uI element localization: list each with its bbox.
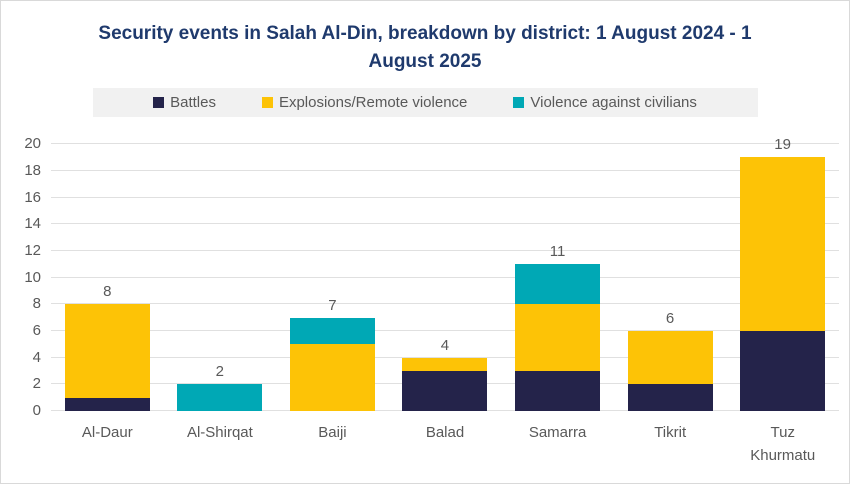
legend-item: Battles bbox=[153, 94, 216, 111]
y-tick-label: 6 bbox=[32, 322, 41, 339]
bar-segment-explosions-remote-violence bbox=[627, 331, 713, 385]
gridline bbox=[51, 169, 839, 171]
bar-segment-explosions-remote-violence bbox=[289, 344, 375, 412]
gridline bbox=[51, 330, 839, 331]
x-tick-label: Al-Daur bbox=[81, 424, 133, 442]
legend-label: Violence against civilians bbox=[530, 94, 697, 112]
bar-total-label: 11 bbox=[549, 243, 566, 261]
legend-swatch-icon bbox=[153, 97, 165, 109]
y-tick-label: 14 bbox=[24, 215, 41, 233]
bar-total-label: 2 bbox=[215, 363, 224, 381]
bar-group: 19 bbox=[726, 136, 839, 412]
bars-container: 8 2 7 4 11 6 19 bbox=[51, 136, 839, 412]
bar-segment-battles bbox=[64, 397, 150, 412]
bar-segment-violence-against-civilians bbox=[289, 317, 375, 345]
bar-segment-explosions-remote-violence bbox=[740, 157, 826, 331]
y-axis: 0 2 4 6 8 10 12 14 16 18 20 bbox=[13, 135, 51, 419]
legend-item: Violence against civilians bbox=[513, 94, 697, 111]
x-tick-label: Baiji bbox=[318, 424, 347, 442]
gridline bbox=[51, 249, 839, 251]
y-tick-label: 2 bbox=[32, 375, 41, 393]
bar-group: 4 bbox=[389, 144, 502, 412]
bar-group: 6 bbox=[614, 144, 727, 412]
legend-label: Battles bbox=[170, 94, 216, 112]
legend-label: Explosions/Remote violence bbox=[278, 94, 468, 112]
y-tick-label: 16 bbox=[24, 188, 41, 206]
gridline bbox=[51, 143, 839, 145]
legend: Battles Explosions/Remote violence Violenc… bbox=[92, 88, 758, 118]
x-tick-label: Al-Shirqat bbox=[186, 424, 253, 442]
legend-item: Explosions/Remote violence bbox=[261, 94, 468, 112]
bar-segment-explosions-remote-violence bbox=[64, 304, 150, 398]
bar-total-label: 19 bbox=[774, 136, 791, 154]
gridline bbox=[51, 303, 839, 305]
x-tick-label: Balad bbox=[425, 424, 465, 442]
y-tick-label: 10 bbox=[24, 268, 41, 286]
legend-swatch-icon bbox=[261, 97, 273, 109]
bar-total-label: 8 bbox=[103, 283, 112, 301]
gridline bbox=[51, 223, 839, 225]
bar-segment-battles bbox=[515, 371, 601, 412]
y-tick-label: 18 bbox=[24, 161, 41, 179]
bar-segment-battles bbox=[740, 331, 826, 412]
bar-group: 7 bbox=[276, 144, 389, 412]
x-tick-label: Samarra bbox=[528, 424, 587, 442]
bar-segment-explosions-remote-violence bbox=[402, 357, 488, 372]
plot-area: 8 2 7 4 11 6 19 bbox=[51, 136, 839, 412]
bar-group: 11 bbox=[501, 144, 614, 412]
x-tick-label: Tuz Khurmatu bbox=[750, 424, 816, 464]
y-tick-label: 8 bbox=[32, 295, 41, 313]
bar-total-label: 7 bbox=[328, 296, 337, 314]
x-axis: Al-Daur Al-Shirqat Baiji Balad Samarra Tikrit… bbox=[51, 422, 839, 467]
bar-segment-violence-against-civilians bbox=[177, 384, 263, 412]
bar-total-label: 4 bbox=[440, 336, 450, 354]
chart-title: Security events in Salah Al-Din, breakdo… bbox=[98, 23, 752, 72]
legend-swatch-icon bbox=[513, 97, 525, 109]
y-tick-label: 20 bbox=[24, 135, 41, 153]
bar-segment-battles bbox=[402, 371, 488, 412]
chart-body: 0 2 4 6 8 10 12 14 16 18 20 8 2 7 4 11 6 19 bbox=[13, 135, 839, 419]
y-tick-label: 0 bbox=[32, 402, 41, 420]
bar-total-label: 6 bbox=[665, 310, 675, 328]
bar-group: 8 bbox=[51, 144, 164, 412]
gridline bbox=[51, 356, 839, 358]
bar-segment-explosions-remote-violence bbox=[515, 304, 601, 372]
gridline bbox=[51, 276, 839, 278]
bar-segment-battles bbox=[627, 384, 713, 412]
bar-segment-violence-against-civilians bbox=[515, 264, 601, 305]
y-tick-label: 12 bbox=[24, 241, 41, 259]
x-tick-label: Tikrit bbox=[654, 424, 687, 442]
y-tick-label: 4 bbox=[32, 348, 41, 366]
gridline bbox=[51, 196, 839, 198]
bar-group: 2 bbox=[164, 144, 277, 412]
